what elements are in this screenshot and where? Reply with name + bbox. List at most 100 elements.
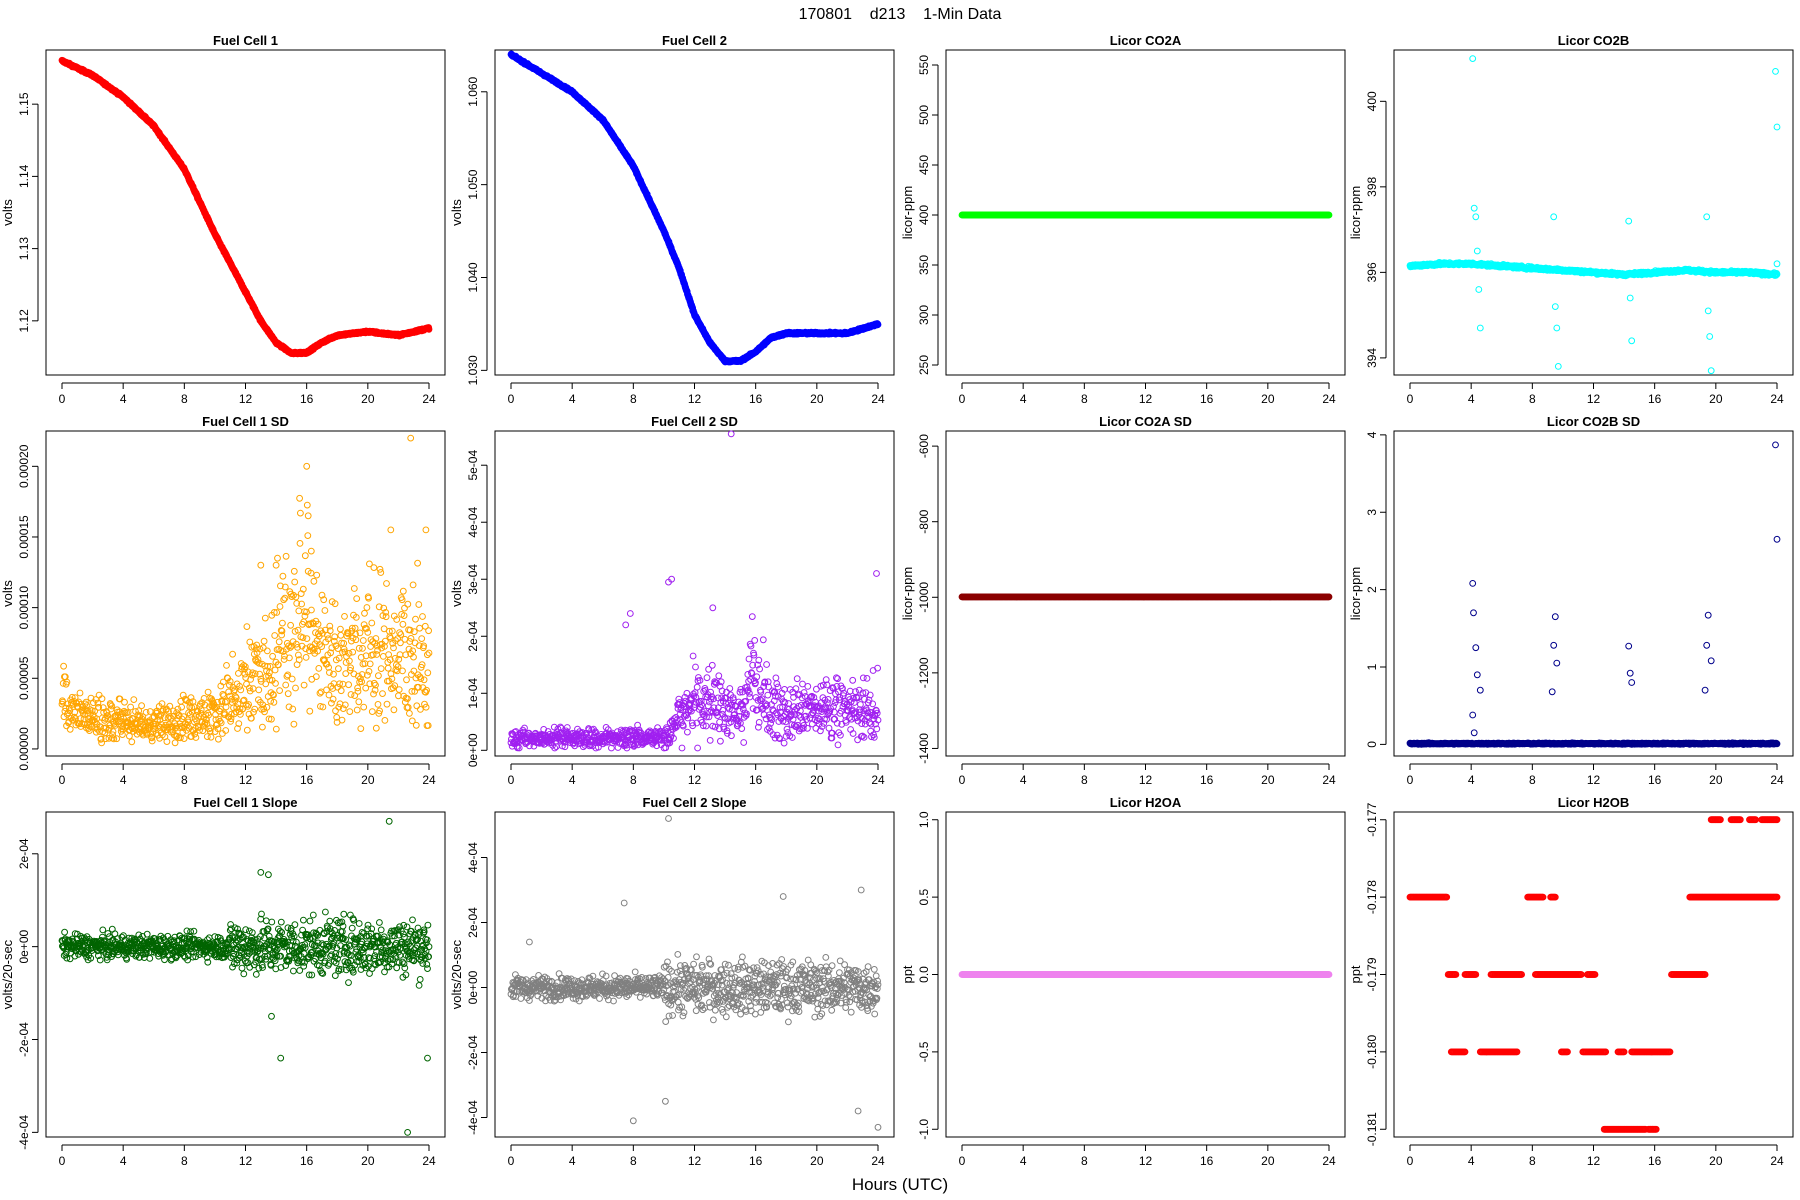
y-tick-label: 0.00015 — [17, 515, 31, 559]
y-tick-label: 1.12 — [17, 309, 31, 333]
data-point — [121, 698, 128, 706]
x-tick-label: 4 — [1468, 392, 1475, 406]
y-tick-label: 1.050 — [466, 169, 480, 199]
plot-frame — [45, 49, 446, 376]
data-points — [58, 434, 433, 747]
x-tick-label: 24 — [1322, 392, 1336, 406]
x-tick-label: 12 — [1139, 392, 1153, 406]
y-tick-label: 450 — [917, 155, 931, 175]
x-tick-label: 4 — [569, 392, 576, 406]
x-tick-label: 8 — [630, 392, 637, 406]
data-points — [507, 50, 882, 366]
y-tick-label: 550 — [917, 55, 931, 75]
y-tick-label: 1.060 — [466, 76, 480, 106]
x-tick-label: 24 — [422, 773, 436, 787]
x-tick-label: 4 — [120, 773, 127, 787]
x-tick-label: 0 — [59, 392, 66, 406]
x-tick-label: 16 — [1648, 392, 1662, 406]
y-tick-label: 0.00020 — [17, 444, 31, 488]
y-tick-label: 250 — [917, 355, 931, 375]
data-point — [1703, 213, 1711, 221]
data-points — [958, 211, 1333, 219]
x-tick-label: 0 — [508, 392, 515, 406]
panel-title: Licor CO2A — [1110, 33, 1182, 48]
x-tick-label: 4 — [120, 392, 127, 406]
y-tick-label: 1.030 — [466, 355, 480, 385]
x-tick-label: 20 — [1261, 392, 1275, 406]
x-tick-label: 24 — [871, 392, 885, 406]
panel-title: Fuel Cell 1 — [213, 33, 278, 48]
figure-title: 170801 d213 1-Min Data — [799, 6, 1002, 23]
data-point — [1773, 260, 1781, 268]
y-tick-label: 396 — [1365, 262, 1379, 282]
plot-frame — [1393, 49, 1794, 376]
data-point — [874, 321, 882, 328]
y-tick-label: 400 — [917, 205, 931, 225]
y-tick-label: 1.14 — [17, 164, 31, 188]
data-point — [1469, 55, 1477, 62]
x-tick-label: 12 — [1587, 392, 1601, 406]
data-point — [142, 709, 150, 716]
data-point — [1476, 324, 1484, 332]
data-point — [138, 702, 146, 710]
x-axis-label: Hours (UTC) — [852, 1175, 948, 1194]
y-tick-label: 400 — [1365, 91, 1379, 111]
x-tick-label: 16 — [300, 392, 314, 406]
y-axis-label: licor-ppm — [900, 186, 915, 239]
data-points — [1406, 55, 1781, 375]
data-point — [1707, 367, 1715, 375]
x-tick-label: 16 — [1200, 392, 1214, 406]
y-tick-label: 300 — [917, 305, 931, 325]
x-tick-label: 0 — [959, 392, 966, 406]
data-point — [1625, 217, 1633, 225]
panel-title: Fuel Cell 1 SD — [202, 414, 289, 429]
data-point — [76, 689, 84, 697]
data-point — [146, 708, 154, 715]
y-tick-label: 398 — [1365, 177, 1379, 197]
data-point — [1706, 333, 1714, 340]
y-axis-label: volts — [0, 199, 15, 226]
y-tick-label: 1.13 — [17, 237, 31, 261]
x-tick-label: 0 — [1407, 392, 1414, 406]
x-tick-label: 24 — [1770, 392, 1784, 406]
y-tick-label: 0.00005 — [17, 656, 31, 700]
x-tick-label: 16 — [749, 392, 763, 406]
y-axis-label: volts — [0, 580, 15, 607]
x-tick-label: 16 — [300, 773, 314, 787]
data-point — [127, 703, 135, 711]
data-point — [66, 725, 74, 733]
data-point — [1554, 363, 1562, 370]
x-tick-label: 8 — [1529, 392, 1536, 406]
data-point — [1470, 204, 1478, 212]
data-points — [58, 56, 433, 358]
x-tick-label: 12 — [239, 392, 253, 406]
y-tick-label: 1.15 — [17, 92, 31, 116]
data-point — [1550, 213, 1558, 221]
y-tick-label: 350 — [917, 255, 931, 275]
x-tick-label: 8 — [1081, 392, 1088, 406]
data-point — [1772, 68, 1779, 75]
x-tick-label: 0 — [59, 773, 66, 787]
x-tick-label: 12 — [239, 773, 253, 787]
data-point — [128, 738, 136, 746]
x-tick-label: 8 — [181, 392, 188, 406]
data-point — [425, 325, 433, 333]
y-axis-label: licor-ppm — [1348, 186, 1363, 239]
y-tick-label: 394 — [1365, 348, 1379, 368]
y-axis-label: volts — [449, 199, 464, 226]
y-tick-label: 0.00000 — [17, 727, 31, 771]
data-point — [1551, 303, 1559, 311]
y-tick-label: 0.00010 — [17, 586, 31, 630]
panel-title: Fuel Cell 2 — [662, 33, 727, 48]
data-point — [1626, 294, 1634, 302]
x-tick-label: 20 — [1709, 392, 1723, 406]
data-point — [1704, 307, 1712, 315]
y-tick-label: 500 — [917, 105, 931, 125]
data-point — [130, 696, 138, 703]
data-point — [1475, 286, 1483, 293]
x-tick-label: 8 — [181, 773, 188, 787]
